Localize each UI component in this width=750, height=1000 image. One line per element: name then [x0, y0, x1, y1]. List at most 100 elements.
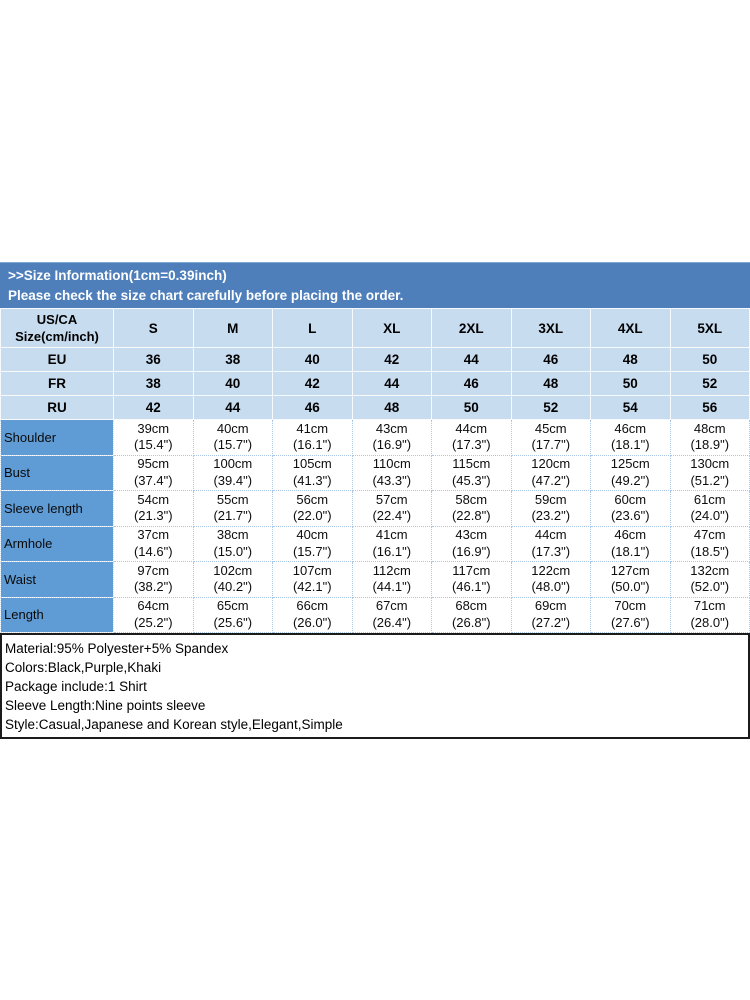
- measurement-label: Shoulder: [0, 419, 114, 456]
- product-info-line: Style:Casual,Japanese and Korean style,E…: [5, 717, 343, 732]
- measurement-value: 39cm (15.4"): [113, 419, 194, 456]
- measurement-cm: 95cm: [137, 456, 170, 472]
- measurement-inch: (16.1"): [292, 437, 332, 453]
- measurement-inch: (16.9"): [451, 543, 491, 559]
- measurement-value: 112cm (44.1"): [351, 561, 432, 598]
- region-size-value: 40: [192, 371, 273, 396]
- measurement-cm: 58cm: [455, 491, 488, 507]
- measurement-value: 105cm (41.3"): [272, 454, 353, 491]
- measurement-inch: (50.0"): [610, 579, 650, 595]
- measurement-inch: (37.4"): [133, 472, 173, 488]
- measurement-cm: 102cm: [213, 562, 253, 578]
- measurement-inch: (27.6"): [610, 614, 650, 630]
- measurement-label: Waist: [0, 561, 114, 598]
- measurement-cm: 130cm: [690, 456, 730, 472]
- measurement-inch: (21.3"): [133, 508, 173, 524]
- measurement-inch: (18.5"): [690, 543, 730, 559]
- measurement-inch: (18.9"): [690, 437, 730, 453]
- measurement-value: 65cm (25.6"): [192, 596, 273, 633]
- measurement-cm: 45cm: [534, 420, 567, 436]
- measurement-cm: 40cm: [216, 420, 249, 436]
- measurement-value: 66cm (26.0"): [272, 596, 353, 633]
- region-size-value: 50: [431, 395, 512, 420]
- measurement-value: 48cm (18.9"): [669, 419, 750, 456]
- measurement-cm: 47cm: [693, 527, 726, 543]
- measurement-inch: (40.2"): [213, 579, 253, 595]
- measurement-inch: (27.2"): [531, 614, 571, 630]
- measurement-value: 110cm (43.3"): [351, 454, 432, 491]
- measurement-value: 70cm (27.6"): [590, 596, 671, 633]
- measurement-inch: (16.1"): [372, 543, 412, 559]
- measurement-cm: 64cm: [137, 598, 170, 614]
- measurement-row: Length 64cm (25.2") 65cm (25.6") 66cm (26.0") 6…: [0, 596, 750, 633]
- region-size-value: 52: [510, 395, 591, 420]
- measurement-cm: 132cm: [690, 562, 730, 578]
- measurement-inch: (17.3"): [451, 437, 491, 453]
- measurement-cm: 60cm: [614, 491, 647, 507]
- measurement-cm: 65cm: [216, 598, 249, 614]
- measurement-value: 107cm (42.1"): [272, 561, 353, 598]
- measurement-value: 100cm (39.4"): [192, 454, 273, 491]
- region-size-value: 44: [351, 371, 432, 396]
- region-label: RU: [0, 395, 114, 420]
- measurement-label: Armhole: [0, 525, 114, 562]
- measurement-row: Waist 97cm (38.2") 102cm (40.2") 107cm (42.1")…: [0, 561, 750, 598]
- corner-header-line1: US/CA: [36, 312, 78, 327]
- measurement-inch: (26.8"): [451, 614, 491, 630]
- measurement-value: 59cm (23.2"): [510, 490, 591, 527]
- measurement-value: 54cm (21.3"): [113, 490, 194, 527]
- region-label: FR: [0, 371, 114, 396]
- measurement-cm: 56cm: [296, 491, 329, 507]
- measurement-cm: 122cm: [531, 562, 571, 578]
- measurement-cm: 69cm: [534, 598, 567, 614]
- region-size-value: 38: [113, 371, 194, 396]
- measurement-value: 55cm (21.7"): [192, 490, 273, 527]
- corner-header-line2: Size(cm/inch): [15, 329, 99, 344]
- size-header-row: US/CA Size(cm/inch) S M L XL 2XL 3XL 4XL 5XL: [0, 308, 750, 348]
- region-size-value: 36: [113, 347, 194, 372]
- region-size-value: 48: [510, 371, 591, 396]
- measurement-cm: 61cm: [693, 491, 726, 507]
- measurement-value: 127cm (50.0"): [590, 561, 671, 598]
- region-size-value: 42: [272, 371, 353, 396]
- size-column-header: 3XL: [510, 308, 591, 348]
- measurement-value: 132cm (52.0"): [669, 561, 750, 598]
- measurement-row: Armhole 37cm (14.6") 38cm (15.0") 40cm (15.7")…: [0, 525, 750, 562]
- region-size-value: 38: [192, 347, 273, 372]
- measurement-inch: (23.6"): [610, 508, 650, 524]
- measurement-value: 41cm (16.1"): [351, 525, 432, 562]
- region-size-value: 56: [669, 395, 750, 420]
- measurement-inch: (38.2"): [133, 579, 173, 595]
- measurement-cm: 41cm: [375, 527, 408, 543]
- size-column-header: 2XL: [431, 308, 512, 348]
- measurement-value: 69cm (27.2"): [510, 596, 591, 633]
- region-size-value: 52: [669, 371, 750, 396]
- size-column-header: M: [192, 308, 273, 348]
- region-size-value: 42: [113, 395, 194, 420]
- region-size-row: EU 36 38 40 42 44 46 48 50: [0, 347, 750, 372]
- measurement-inch: (42.1"): [292, 579, 332, 595]
- measurement-value: 57cm (22.4"): [351, 490, 432, 527]
- size-column-header: L: [272, 308, 353, 348]
- measurement-inch: (48.0"): [531, 579, 571, 595]
- measurement-value: 44cm (17.3"): [431, 419, 512, 456]
- measurement-cm: 66cm: [296, 598, 329, 614]
- measurement-value: 67cm (26.4"): [351, 596, 432, 633]
- region-size-value: 50: [590, 371, 671, 396]
- measurement-value: 68cm (26.8"): [431, 596, 512, 633]
- measurement-value: 37cm (14.6"): [113, 525, 194, 562]
- measurement-inch: (51.2"): [690, 472, 730, 488]
- measurement-value: 38cm (15.0"): [192, 525, 273, 562]
- size-column-header: S: [113, 308, 194, 348]
- measurement-inch: (23.2"): [531, 508, 571, 524]
- measurement-value: 61cm (24.0"): [669, 490, 750, 527]
- measurement-inch: (25.2"): [133, 614, 173, 630]
- measurement-cm: 37cm: [137, 527, 170, 543]
- measurement-inch: (24.0"): [690, 508, 730, 524]
- measurement-inch: (39.4"): [213, 472, 253, 488]
- measurement-value: 60cm (23.6"): [590, 490, 671, 527]
- region-size-value: 54: [590, 395, 671, 420]
- region-size-value: 44: [431, 347, 512, 372]
- measurement-inch: (22.0"): [292, 508, 332, 524]
